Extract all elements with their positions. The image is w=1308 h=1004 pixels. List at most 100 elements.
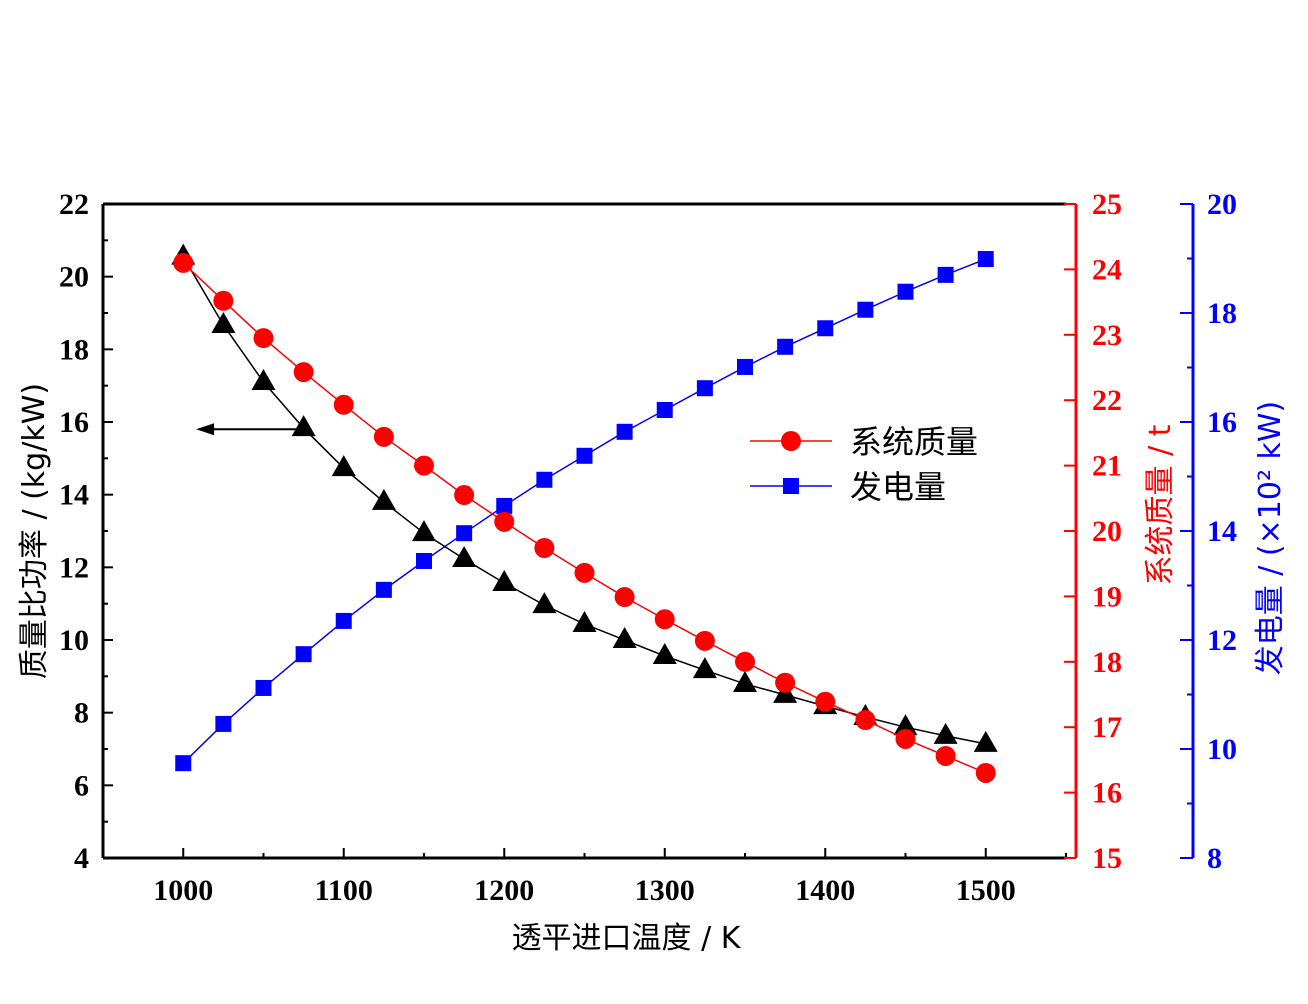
data-point-circle xyxy=(855,710,876,731)
data-point-circle xyxy=(935,745,956,766)
data-point-triangle xyxy=(692,657,717,679)
legend-marker-square xyxy=(783,478,799,494)
legend-marker-circle xyxy=(781,431,801,451)
data-point-square xyxy=(456,525,473,542)
data-point-circle xyxy=(654,609,675,630)
data-point-square xyxy=(295,646,312,663)
right2-axis-label: 发电量 / (×10² kW) xyxy=(1253,401,1288,676)
data-point-triangle xyxy=(532,592,557,614)
data-point-circle xyxy=(213,290,234,311)
data-point-square xyxy=(937,266,954,283)
data-point-triangle xyxy=(572,611,597,633)
data-point-triangle xyxy=(733,670,757,692)
right1-tick-label: 19 xyxy=(1092,580,1122,613)
data-point-circle xyxy=(373,426,394,447)
data-point-square xyxy=(696,380,713,397)
data-point-square xyxy=(817,320,834,337)
left-tick-label: 14 xyxy=(59,479,89,512)
x-tick-label: 1500 xyxy=(956,874,1016,907)
data-point-circle xyxy=(975,762,996,783)
data-point-triangle xyxy=(331,455,356,477)
left-tick-label: 16 xyxy=(59,406,89,439)
data-point-circle xyxy=(895,728,916,749)
right1-tick-label: 18 xyxy=(1092,646,1122,679)
data-point-triangle xyxy=(652,642,677,664)
data-point-square xyxy=(977,251,994,268)
right1-tick-label: 22 xyxy=(1092,384,1122,417)
legend: 系统质量 发电量 xyxy=(750,423,978,506)
series-line-circle xyxy=(182,262,987,774)
data-point-square xyxy=(777,338,794,355)
data-point-triangle xyxy=(412,520,436,542)
x-tick-label: 1400 xyxy=(795,874,855,907)
right1-tick-label: 21 xyxy=(1092,450,1122,483)
series-line-square xyxy=(182,258,987,764)
data-point-triangle xyxy=(452,545,477,567)
data-point-circle xyxy=(454,485,475,506)
data-point-triangle xyxy=(291,415,316,437)
data-point-square xyxy=(375,581,392,598)
data-point-triangle xyxy=(492,569,517,591)
data-point-circle xyxy=(815,691,836,712)
right1-tick-label: 16 xyxy=(1092,777,1122,810)
legend-label: 系统质量 xyxy=(850,423,978,461)
data-point-square xyxy=(897,283,914,300)
data-point-square xyxy=(536,471,553,488)
left-tick-label: 8 xyxy=(74,697,89,730)
data-point-circle xyxy=(534,538,555,559)
right2-tick-label: 18 xyxy=(1207,297,1237,330)
data-point-square xyxy=(255,679,272,696)
right2-tick-label: 8 xyxy=(1207,842,1222,875)
data-point-square xyxy=(496,497,513,514)
data-point-square xyxy=(616,423,633,440)
data-point-circle xyxy=(735,651,755,672)
data-point-triangle xyxy=(973,730,998,752)
x-tick-label: 1200 xyxy=(474,874,534,907)
right2-tick-label: 16 xyxy=(1207,406,1237,439)
right2-tick-label: 12 xyxy=(1207,624,1237,657)
left-tick-label: 22 xyxy=(59,188,89,221)
data-point-square xyxy=(335,612,352,629)
data-point-square xyxy=(656,402,673,419)
data-point-circle xyxy=(694,630,715,651)
data-point-square xyxy=(175,755,192,772)
x-tick-label: 1100 xyxy=(315,874,373,907)
data-point-circle xyxy=(614,587,635,608)
left-tick-label: 4 xyxy=(74,842,89,875)
x-axis-label: 透平进口温度 / K xyxy=(512,921,742,956)
data-point-circle xyxy=(293,362,314,383)
data-point-square xyxy=(576,447,593,464)
data-point-square xyxy=(857,301,874,318)
data-point-triangle xyxy=(251,369,276,391)
data-point-circle xyxy=(414,455,434,476)
right1-tick-label: 15 xyxy=(1092,842,1122,875)
right1-tick-label: 23 xyxy=(1092,319,1122,352)
right2-tick-label: 10 xyxy=(1207,733,1237,766)
data-point-square xyxy=(737,358,753,375)
data-point-circle xyxy=(333,394,354,415)
right2-tick-label: 20 xyxy=(1207,188,1237,221)
right1-tick-label: 25 xyxy=(1092,188,1122,221)
right1-axis-label: 系统质量 / t xyxy=(1143,424,1178,585)
data-point-triangle xyxy=(211,311,236,333)
data-point-square xyxy=(416,552,432,569)
data-point-square xyxy=(215,715,232,732)
left-axis-label: 质量比功率 / (kg/kW) xyxy=(17,383,52,679)
legend-label: 发电量 xyxy=(850,468,946,506)
left-tick-label: 18 xyxy=(59,333,89,366)
arrow-head-icon xyxy=(196,423,215,436)
right1-tick-label: 20 xyxy=(1092,515,1122,548)
right2-tick-label: 14 xyxy=(1207,515,1237,548)
data-point-triangle xyxy=(893,714,918,736)
data-point-circle xyxy=(494,511,515,532)
data-point-triangle xyxy=(933,722,958,744)
x-tick-label: 1000 xyxy=(153,874,213,907)
left-tick-label: 10 xyxy=(59,624,89,657)
right1-tick-label: 17 xyxy=(1092,711,1122,744)
left-tick-label: 12 xyxy=(59,551,89,584)
data-point-circle xyxy=(775,672,796,693)
data-point-circle xyxy=(574,562,595,583)
left-tick-label: 6 xyxy=(74,769,89,802)
right1-tick-label: 24 xyxy=(1092,253,1122,286)
